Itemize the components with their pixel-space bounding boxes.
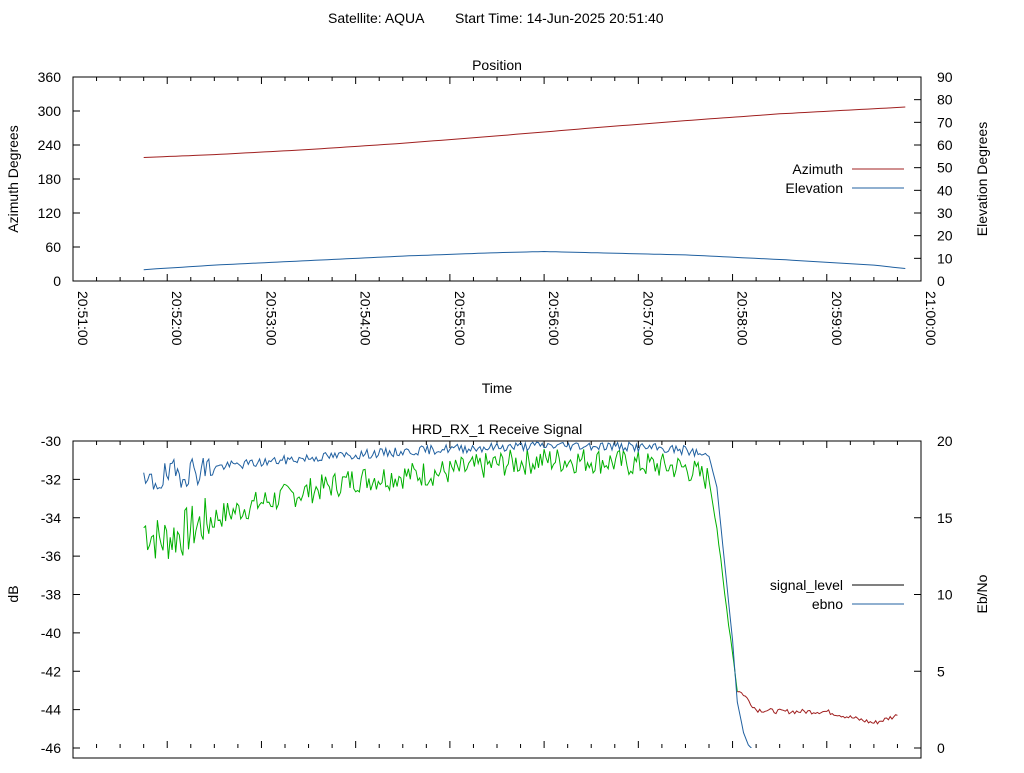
- signal-y-tick-label: -32: [41, 471, 61, 487]
- position-y-tick-label: 240: [38, 137, 62, 153]
- signal-y-tick-label: -38: [41, 587, 61, 603]
- position-x-tick-label: 20:52:00: [169, 291, 185, 346]
- signal-y2-tick-label: 10: [937, 587, 953, 603]
- position-x-tick-label: 20:53:00: [263, 291, 279, 346]
- position-y-tick-label: 300: [38, 103, 62, 119]
- position-y2-tick-label: 50: [937, 160, 953, 176]
- signal-y2-tick-label: 20: [937, 433, 953, 449]
- position-y2-tick-label: 0: [937, 273, 945, 289]
- position-y-tick-label: 360: [38, 69, 62, 85]
- elevation-line: [143, 250, 906, 271]
- signal-y-tick-label: -36: [41, 548, 61, 564]
- position-x-tick-label: 21:00:00: [923, 291, 939, 346]
- signal-y-tick-label: -46: [41, 740, 61, 756]
- signal-plot-frame: [72, 440, 922, 759]
- position-x-tick-label: 20:57:00: [640, 291, 656, 346]
- position-x-tick-label: 20:55:00: [452, 291, 468, 346]
- signal-y-tick-label: -42: [41, 663, 61, 679]
- position-x-tick-label: 20:51:00: [75, 291, 91, 346]
- signal-y2-tick-label: 0: [937, 740, 945, 756]
- signal-series-group: [143, 441, 898, 748]
- position-y2-tick-label: 70: [937, 114, 953, 130]
- position-legend-azimuth-label: Azimuth: [792, 161, 843, 177]
- position-x-tick-label: 20:56:00: [546, 291, 562, 346]
- position-y-tick-label: 180: [38, 171, 62, 187]
- position-y2-axis-label: Elevation Degrees: [974, 122, 990, 236]
- signal-y2-axis-label: Eb/No: [974, 574, 990, 613]
- position-plot-frame: [72, 76, 922, 282]
- position-y2-tick-label: 60: [937, 137, 953, 153]
- position-y2-tick-label: 30: [937, 205, 953, 221]
- position-y2-tick-label: 10: [937, 250, 953, 266]
- signal-y-axis-label: dB: [5, 585, 21, 602]
- position-y-axis-label: Azimuth Degrees: [5, 125, 21, 232]
- position-title: Position: [472, 57, 522, 73]
- position-x-tick-label: 20:59:00: [829, 291, 845, 346]
- signal-y2-tick-label: 5: [937, 663, 945, 679]
- position-y2-tick-label: 20: [937, 228, 953, 244]
- position-y-tick-label: 120: [38, 205, 62, 221]
- signal-legend-ebno-label: ebno: [812, 596, 843, 612]
- signal-y-tick-label: -30: [41, 433, 61, 449]
- signal-y-tick-label: -40: [41, 625, 61, 641]
- position-y2-tick-label: 80: [937, 92, 953, 108]
- signal-legend-signal-label: signal_level: [770, 577, 843, 593]
- position-legend-elevation-label: Elevation: [785, 180, 843, 196]
- signal-level-line-unlocked: [737, 691, 898, 725]
- position-y2-tick-label: 90: [937, 69, 953, 85]
- position-x-axis-label: Time: [482, 380, 513, 396]
- satellite-label: Satellite: AQUA: [328, 10, 425, 26]
- signal-y-tick-label: -34: [41, 510, 61, 526]
- position-y-tick-label: 60: [45, 239, 61, 255]
- signal-y-tick-label: -44: [41, 702, 61, 718]
- signal-y2-tick-label: 15: [937, 510, 953, 526]
- azimuth-line: [143, 106, 906, 158]
- ebno-line: [143, 441, 752, 748]
- position-x-tick-label: 20:54:00: [358, 291, 374, 346]
- start-time-label: Start Time: 14-Jun-2025 20:51:40: [455, 10, 664, 26]
- signal-title: HRD_RX_1 Receive Signal: [412, 421, 582, 437]
- position-y2-tick-label: 40: [937, 182, 953, 198]
- position-x-tick-label: 20:58:00: [735, 291, 751, 346]
- position-y-tick-label: 0: [53, 273, 61, 289]
- signal-level-line-locked: [143, 448, 738, 692]
